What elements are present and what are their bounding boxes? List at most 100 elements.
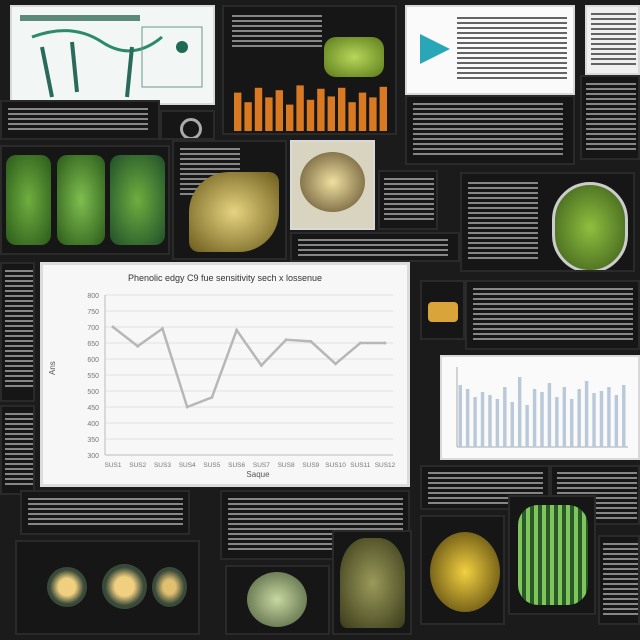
bottom-left-specimens-panel [15, 540, 200, 635]
eye-specimen-panel [290, 140, 375, 230]
text-block [384, 178, 434, 223]
text-panel-right-charts [465, 280, 640, 350]
orange-bar-chart [234, 85, 387, 131]
y-tick-label: 400 [87, 421, 99, 428]
green-shell-panel [225, 565, 330, 635]
leaf-section-3 [110, 155, 165, 245]
orange-bar [265, 97, 273, 131]
bar [547, 383, 552, 447]
green-sprout-image [518, 505, 588, 605]
x-tick-label: SUS1 [105, 462, 122, 469]
bar [592, 393, 596, 447]
orange-bar [244, 102, 252, 131]
y-tick-label: 800 [87, 293, 99, 300]
leaf-section-1 [6, 155, 51, 245]
x-tick-label: SUS2 [129, 462, 146, 469]
data-point [358, 341, 362, 345]
text-panel-center-right [405, 95, 575, 165]
green-leaf-panel [0, 145, 170, 255]
data-point [235, 328, 239, 332]
camera-icon [180, 118, 202, 138]
y-tick-label: 450 [87, 405, 99, 412]
diagram-panel-top-left [10, 5, 215, 105]
y-tick-label: 300 [87, 453, 99, 460]
bar [473, 397, 477, 447]
text-block [232, 15, 322, 50]
bar [517, 377, 522, 447]
left-text-panel [0, 262, 35, 402]
green-shell-image [247, 572, 307, 627]
data-point [210, 395, 214, 399]
orange-bar [306, 99, 315, 131]
bar [584, 381, 589, 447]
chart-title: Phenolic edgy C9 fue sensitivity sech x … [128, 273, 322, 283]
bar-chart-panel [440, 355, 640, 460]
bar [532, 389, 537, 447]
leaf-section-2 [57, 155, 105, 245]
bottom-center-text-panel [220, 490, 410, 560]
green-sprout-panel [508, 495, 596, 615]
y-tick-label: 750 [87, 309, 99, 316]
main-chart-panel: Phenolic edgy C9 fue sensitivity sech x … [40, 262, 410, 487]
text-block [586, 83, 636, 153]
text-block [5, 270, 33, 390]
bar [488, 395, 492, 447]
text-block [5, 413, 33, 488]
specimen-ring-2 [102, 564, 147, 609]
orange-bar [254, 87, 263, 131]
pea-pod-image [552, 182, 628, 270]
bar [614, 395, 619, 447]
text-block [28, 498, 183, 528]
teal-triangle-icon [420, 34, 450, 64]
seed-image [340, 538, 405, 628]
blue-bar-chart [456, 367, 628, 448]
yellow-fossil-panel [172, 140, 287, 260]
specimen-ring-3 [152, 567, 187, 607]
teal-diagram-panel [405, 5, 575, 95]
x-axis-label: Saque [246, 470, 270, 479]
text-block [468, 182, 538, 262]
orange-bar [348, 102, 356, 131]
text-panel-right-mid [580, 75, 640, 160]
bar [599, 391, 604, 447]
specimen-ring-1 [47, 567, 87, 607]
orange-bar [338, 87, 346, 131]
bar [458, 385, 462, 447]
y-tick-label: 550 [87, 373, 99, 380]
orange-bar [286, 104, 294, 131]
cell-diagram [20, 15, 203, 98]
y-tick-label: 700 [87, 325, 99, 332]
bar [465, 389, 470, 447]
y-tick-label: 500 [87, 389, 99, 396]
data-point [111, 325, 115, 329]
data-point [185, 405, 189, 409]
x-tick-label: SUS5 [203, 462, 220, 469]
bar [480, 392, 485, 447]
yellow-nut-image [430, 532, 500, 612]
text-block [603, 543, 638, 618]
eye-specimen-image [300, 152, 365, 212]
x-tick-label: SUS9 [302, 462, 319, 469]
main-line-chart: Phenolic edgy C9 fue sensitivity sech x … [48, 273, 396, 479]
yellow-nut-panel [420, 515, 505, 625]
text-block [413, 103, 563, 158]
green-specimen-image [324, 37, 384, 77]
bar [555, 397, 559, 447]
text-block [457, 17, 567, 82]
data-point [160, 327, 164, 331]
small-camera-thumbnail [160, 110, 215, 140]
orange-specimen-image [428, 302, 458, 322]
bottom-left-text-panel [20, 490, 190, 535]
bar [577, 389, 581, 447]
bar [570, 399, 574, 447]
y-tick-label: 650 [87, 341, 99, 348]
text-panel-top-right [585, 5, 640, 75]
orange-bar [369, 97, 377, 131]
text-panel-right-lower [420, 465, 550, 510]
x-tick-label: SUS12 [375, 462, 396, 469]
orange-bar [317, 88, 325, 131]
data-point [383, 341, 387, 345]
data-point [136, 344, 140, 348]
text-block [298, 239, 448, 257]
dark-info-panel-orange-bars [222, 5, 397, 135]
